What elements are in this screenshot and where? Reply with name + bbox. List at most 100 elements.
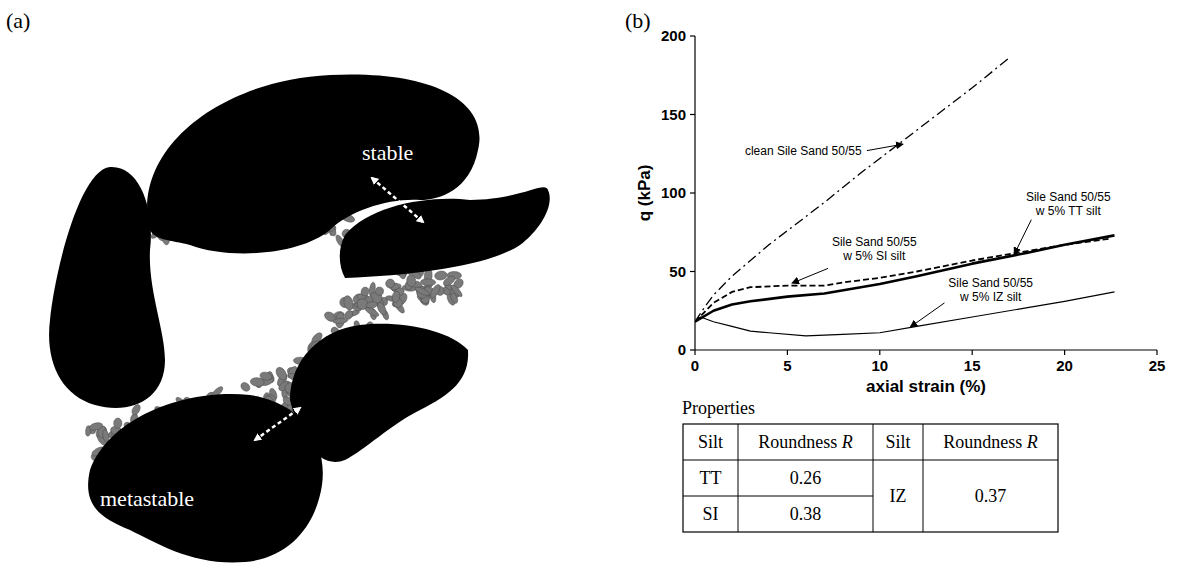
- table-col-line: [873, 424, 874, 532]
- silt-particle: [89, 421, 104, 431]
- y-tick: [690, 35, 695, 36]
- x-tick: [694, 350, 695, 355]
- silt-particle: [420, 279, 435, 286]
- series-label-line: w 5% SI silt: [842, 249, 906, 263]
- y-tick: [690, 114, 695, 115]
- series-label: Sile Sand 50/55w 5% IZ silt: [948, 276, 1033, 304]
- contact-arrow: [372, 178, 423, 222]
- table-row-line: [738, 460, 873, 461]
- contact-label: stable: [362, 140, 413, 165]
- series-group: [695, 58, 1115, 336]
- annotations: clean Sile Sand 50/55Sile Sand 50/55w 5%…: [745, 144, 1111, 326]
- y-tick-label: 50: [669, 263, 686, 280]
- series-label: clean Sile Sand 50/55: [745, 144, 862, 158]
- x-tick-label: 20: [1056, 357, 1073, 374]
- sand-grain: [88, 394, 323, 563]
- y-axis-title: q (kPa): [635, 165, 654, 222]
- silt-particle: [274, 366, 289, 382]
- silt-particle: [333, 318, 348, 324]
- table-cell: TT: [700, 468, 722, 488]
- sand-grain: [290, 324, 468, 462]
- silt-particle: [414, 285, 430, 297]
- y-tick-label: 200: [661, 27, 686, 44]
- silt-particle: [406, 274, 416, 287]
- series-label-line: clean Sile Sand 50/55: [745, 144, 862, 158]
- x-tick: [787, 350, 788, 355]
- silt-particle: [114, 418, 122, 428]
- panel-label: (b): [625, 8, 651, 33]
- table-cell: 0.26: [790, 468, 822, 488]
- silt-particle: [342, 295, 354, 311]
- label-arrow: [867, 144, 902, 150]
- series-line: [695, 235, 1115, 321]
- contact-label: metastable: [100, 486, 194, 511]
- properties-table: Properties Silt Roundness R Silt Roundness R…: [682, 398, 1058, 532]
- series-label: Sile Sand 50/55w 5% SI silt: [832, 235, 917, 263]
- series-label-line: w 5% IZ silt: [959, 290, 1022, 304]
- table-title: Properties: [682, 398, 755, 418]
- silt-particle: [384, 277, 396, 289]
- series-label-line: Sile Sand 50/55: [948, 276, 1033, 290]
- diagram: stable metastable: [49, 74, 550, 562]
- figure: (a) (b) stable metastable 0 50 100 150 200 0 5 10 15…: [0, 0, 1179, 573]
- label-arrow: [793, 268, 828, 282]
- contact-arrow: [255, 408, 300, 440]
- label-arrow: [911, 303, 944, 327]
- silt-particle: [450, 283, 464, 298]
- table-text: Roundness: [758, 432, 842, 452]
- table-col-line: [738, 424, 739, 532]
- table-cell: 0.38: [790, 504, 822, 524]
- table-row-line: [683, 496, 738, 497]
- y-tick: [690, 271, 695, 272]
- y-tick-label: 100: [661, 184, 686, 201]
- table-cell: IZ: [890, 486, 907, 506]
- y-tick: [690, 192, 695, 193]
- x-axis-title: axial strain (%): [866, 377, 986, 396]
- series-line: [695, 292, 1115, 336]
- x-tick: [972, 350, 973, 355]
- silt-particle: [239, 381, 251, 393]
- x-axis: [695, 349, 1157, 350]
- table-header: Silt: [698, 432, 723, 452]
- table-text-italic: R: [1026, 432, 1038, 452]
- silt-particle: [391, 290, 400, 303]
- series-label-line: w 5% TT silt: [1035, 204, 1102, 218]
- table-col-line: [923, 424, 924, 532]
- x-tick: [879, 350, 880, 355]
- x-tick-label: 25: [1149, 357, 1166, 374]
- table-text-italic: R: [841, 432, 853, 452]
- table-row-line: [923, 460, 1058, 461]
- y-tick: [690, 349, 695, 350]
- table-header: Roundness R: [943, 432, 1038, 452]
- y-tick-label: 0: [678, 341, 686, 358]
- silt-particle: [376, 301, 388, 316]
- x-tick: [1156, 350, 1157, 355]
- series-label-line: Sile Sand 50/55: [832, 235, 917, 249]
- panel-label: (a): [6, 8, 30, 33]
- table-text: Roundness: [943, 432, 1027, 452]
- table-header: Roundness R: [758, 432, 853, 452]
- silt-particle: [366, 301, 378, 309]
- x-tick-label: 0: [691, 357, 699, 374]
- table-row-line: [738, 496, 873, 497]
- table-row-line: [683, 460, 738, 461]
- silt-particle: [434, 270, 448, 281]
- x-tick: [1064, 350, 1065, 355]
- series-label: Sile Sand 50/55w 5% TT silt: [1026, 190, 1111, 218]
- series-label-line: Sile Sand 50/55: [1026, 190, 1111, 204]
- table-header: Silt: [885, 432, 910, 452]
- chart: 0 50 100 150 200 0 5 10 15 20 25 axial strain (%) q …: [635, 27, 1165, 396]
- y-tick-label: 150: [661, 106, 686, 123]
- label-arrow: [1015, 220, 1032, 254]
- table-cell: SI: [702, 504, 718, 524]
- x-tick-label: 15: [964, 357, 981, 374]
- x-tick-label: 5: [783, 357, 791, 374]
- sand-grain: [49, 167, 165, 408]
- silt-particle: [360, 286, 370, 296]
- silt-particle: [259, 371, 272, 381]
- table-border: [683, 424, 1058, 532]
- sand-grain: [340, 187, 550, 278]
- table-cell: 0.37: [975, 486, 1007, 506]
- silt-particle: [375, 287, 384, 296]
- x-tick-label: 10: [871, 357, 888, 374]
